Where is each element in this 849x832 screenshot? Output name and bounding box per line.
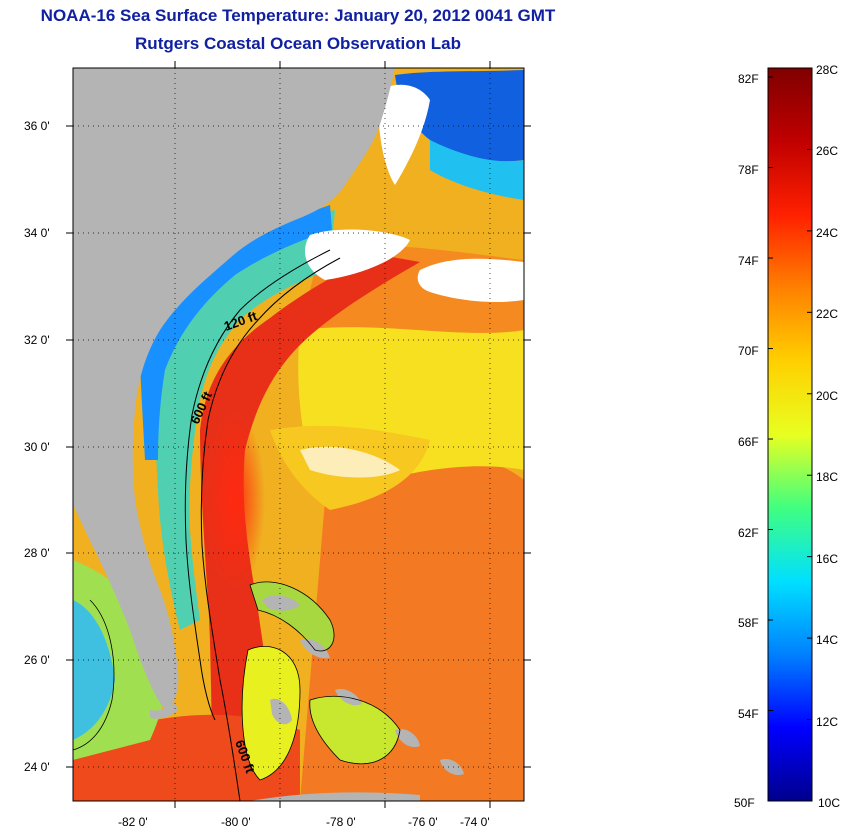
gulf-stream-glow	[205, 410, 265, 590]
cold-water-nc	[395, 70, 524, 162]
contour-600ft	[200, 257, 341, 801]
colorbar-c-28: 28C	[816, 63, 838, 77]
lat-label-34: 34 0'	[24, 226, 50, 240]
contour-120ft	[184, 249, 331, 721]
bahama-bank-west	[242, 646, 300, 780]
colorbar-f-66: 66F	[738, 435, 759, 449]
contour-gulf	[73, 599, 115, 751]
contour-bahama-bank-west	[241, 646, 301, 781]
map-title: NOAA-16 Sea Surface Temperature: January…	[40, 6, 556, 25]
cloud-3	[378, 84, 430, 185]
colorbar-f-50: 50F	[734, 796, 755, 810]
land-long-island	[395, 728, 420, 748]
land-crooked-island	[440, 758, 464, 776]
lat-label-26: 26 0'	[24, 653, 50, 667]
map-ticks	[66, 61, 531, 808]
colorbar-f-58: 58F	[738, 616, 759, 630]
colorbar-ticks	[768, 67, 812, 802]
lat-label-24: 24 0'	[24, 760, 50, 774]
colorbar-c-24: 24C	[816, 226, 838, 240]
graticule	[73, 68, 524, 801]
land-cuba	[250, 792, 420, 801]
colorbar-c-18: 18C	[816, 470, 838, 484]
cloud-1	[305, 229, 410, 280]
colorbar-f-54: 54F	[738, 707, 759, 721]
colorbar-f-82: 82F	[738, 72, 759, 86]
land-florida-keys	[150, 702, 178, 719]
lat-label-36: 36 0'	[24, 119, 50, 133]
lon-label-74: -74 0'	[460, 815, 490, 829]
lon-label-76: -76 0'	[408, 815, 438, 829]
contour-little-bahama-bank	[249, 581, 335, 652]
cloud-2	[417, 258, 524, 303]
cloud-4	[300, 446, 400, 478]
land-andros	[270, 698, 292, 725]
lat-label-32: 32 0'	[24, 333, 50, 347]
colorbar-f-62: 62F	[738, 526, 759, 540]
colorbar-body	[767, 67, 813, 802]
colorbar-c-16: 16C	[816, 552, 838, 566]
map-frame	[72, 67, 525, 802]
colorbar-f-74: 74F	[738, 254, 759, 268]
lat-label-30: 30 0'	[24, 440, 50, 454]
cool-water-nc	[430, 140, 524, 200]
land-abaco	[300, 639, 330, 659]
colorbar-c-10: 10C	[818, 796, 840, 810]
map-area	[73, 68, 524, 801]
colorbar-c-20: 20C	[816, 389, 838, 403]
colorbar-c-14: 14C	[816, 633, 838, 647]
contour-great-bahama-bank	[309, 695, 401, 764]
shelf-water	[150, 210, 335, 630]
lat-label-28: 28 0'	[24, 546, 50, 560]
colorbar-c-22: 22C	[816, 307, 838, 321]
map-subtitle: Rutgers Coastal Ocean Observation Lab	[135, 34, 461, 53]
land-us-mainland	[73, 68, 395, 710]
colorbar: 82F 78F 74F 70F 66F 62F 58F 54F 50F 28C …	[734, 63, 840, 810]
lon-label-80: -80 0'	[221, 815, 251, 829]
colorbar-f-78: 78F	[738, 163, 759, 177]
gulf-shallow-cool	[73, 600, 115, 740]
lon-label-78: -78 0'	[326, 815, 356, 829]
land-grand-bahama	[262, 595, 300, 611]
great-bahama-bank	[309, 696, 400, 764]
colorbar-f-70: 70F	[738, 344, 759, 358]
colorbar-c-12: 12C	[816, 715, 838, 729]
lon-label-82: -82 0'	[118, 815, 148, 829]
colorbar-c-26: 26C	[816, 144, 838, 158]
